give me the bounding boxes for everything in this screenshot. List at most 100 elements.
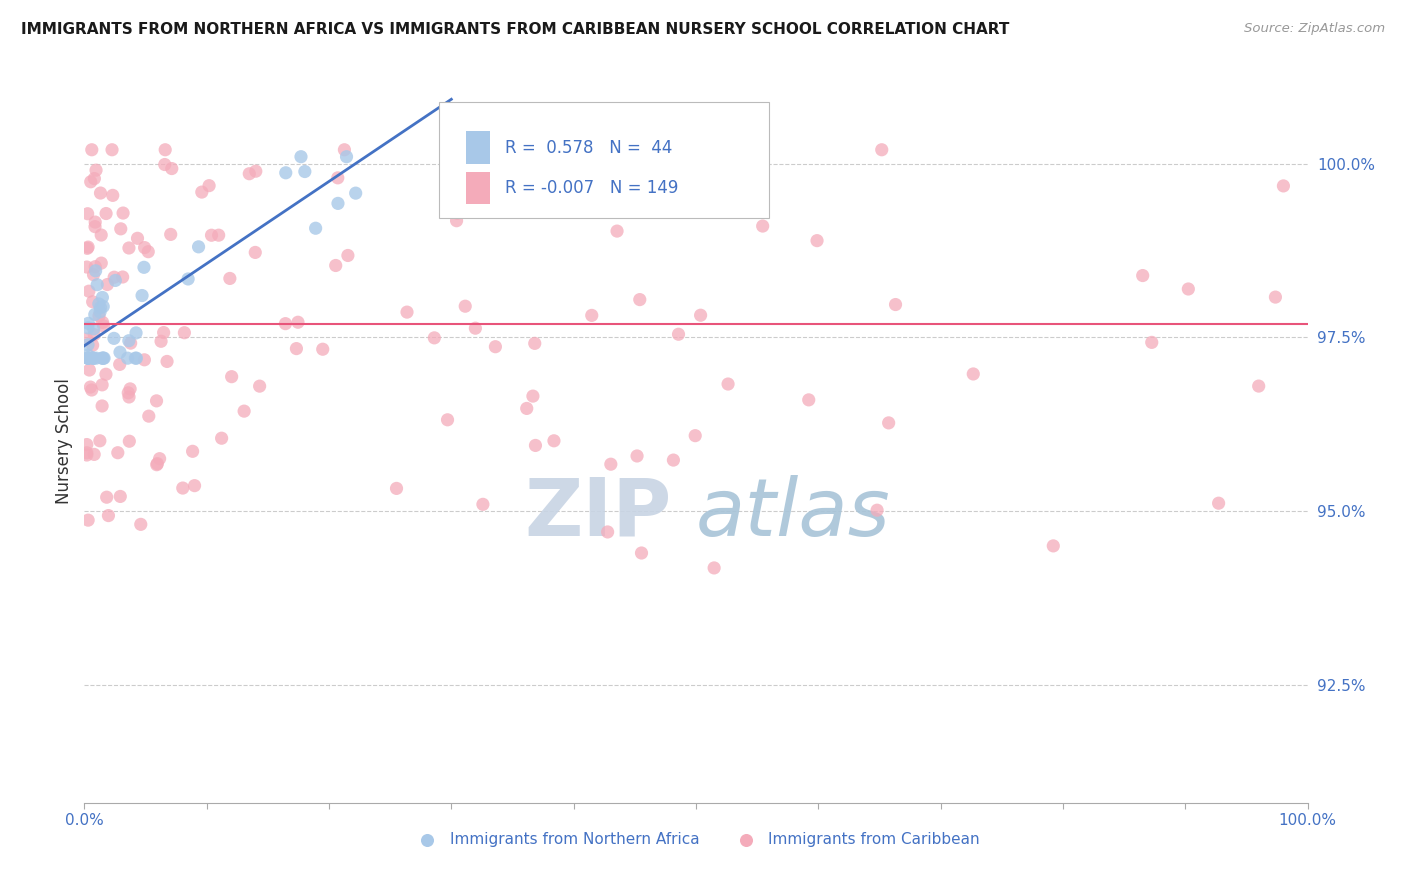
Point xyxy=(187,240,209,254)
Point xyxy=(523,336,546,351)
Text: ZIP: ZIP xyxy=(524,475,672,553)
Point xyxy=(218,271,240,285)
Point xyxy=(131,288,153,302)
Point xyxy=(118,434,141,449)
Point xyxy=(290,150,312,164)
Point xyxy=(304,221,326,235)
Point xyxy=(110,490,132,504)
Point xyxy=(172,481,194,495)
Point xyxy=(76,437,98,451)
Point xyxy=(77,351,100,366)
Point xyxy=(630,546,652,560)
Point xyxy=(1140,335,1163,350)
Point xyxy=(82,294,104,309)
Point xyxy=(94,206,117,220)
Point xyxy=(120,382,142,396)
Point xyxy=(543,434,565,448)
Point xyxy=(93,319,115,334)
Point xyxy=(703,561,725,575)
Y-axis label: Nursery School: Nursery School xyxy=(55,378,73,505)
Point xyxy=(107,446,129,460)
Point xyxy=(127,231,149,245)
Point xyxy=(132,260,155,275)
Point xyxy=(713,143,735,157)
Point xyxy=(751,219,773,233)
Point xyxy=(118,334,141,348)
Point xyxy=(87,297,110,311)
Point xyxy=(208,228,231,243)
Point xyxy=(183,478,205,492)
Point xyxy=(77,348,100,362)
Point xyxy=(655,143,678,157)
Point xyxy=(77,338,100,352)
Point xyxy=(76,332,98,346)
Point xyxy=(155,143,177,157)
Point xyxy=(484,340,506,354)
Point xyxy=(83,308,105,322)
Point xyxy=(181,444,204,458)
Point xyxy=(125,351,148,366)
Point xyxy=(160,161,183,176)
Point xyxy=(423,331,446,345)
Point xyxy=(446,213,468,227)
Point xyxy=(385,482,408,496)
Point xyxy=(103,331,125,345)
Point xyxy=(103,270,125,285)
Point xyxy=(962,367,984,381)
Point xyxy=(134,352,156,367)
Point xyxy=(717,377,740,392)
Point xyxy=(104,273,127,287)
Point xyxy=(77,351,100,366)
Point xyxy=(1272,178,1295,193)
Point xyxy=(333,143,356,157)
Point xyxy=(89,186,111,200)
Point xyxy=(697,143,720,157)
Point xyxy=(454,299,477,313)
Point xyxy=(77,321,100,335)
Point xyxy=(676,205,699,219)
Point xyxy=(87,309,110,323)
Point xyxy=(80,143,103,157)
Point xyxy=(198,178,221,193)
Point xyxy=(90,227,112,242)
Point xyxy=(150,334,173,349)
Point xyxy=(91,351,114,366)
Point xyxy=(82,351,104,366)
Point xyxy=(90,301,112,315)
Point xyxy=(84,351,107,366)
Point xyxy=(524,438,547,452)
Point xyxy=(84,163,107,178)
Point xyxy=(326,196,349,211)
Text: Source: ZipAtlas.com: Source: ZipAtlas.com xyxy=(1244,22,1385,36)
Point xyxy=(77,351,100,366)
Point xyxy=(683,428,706,442)
Point xyxy=(596,524,619,539)
Text: R = -0.007   N = 149: R = -0.007 N = 149 xyxy=(505,179,679,197)
Point xyxy=(91,290,114,304)
Point xyxy=(1177,282,1199,296)
Point xyxy=(797,392,820,407)
Point xyxy=(118,390,141,404)
Point xyxy=(335,150,357,164)
Point xyxy=(77,240,100,254)
Point xyxy=(249,379,271,393)
Point xyxy=(101,188,124,202)
Point xyxy=(77,316,100,330)
Point xyxy=(636,167,658,181)
Point xyxy=(200,228,222,243)
Point xyxy=(84,264,107,278)
Point xyxy=(325,259,347,273)
Point xyxy=(89,305,111,319)
Point xyxy=(681,143,703,157)
Point xyxy=(884,297,907,311)
Point xyxy=(83,268,105,282)
Point xyxy=(120,336,142,351)
Point xyxy=(111,270,134,285)
Point xyxy=(96,277,118,292)
Point xyxy=(870,143,893,157)
Point xyxy=(76,207,98,221)
Point xyxy=(581,309,603,323)
Point xyxy=(84,215,107,229)
Point xyxy=(395,305,418,319)
FancyBboxPatch shape xyxy=(465,131,491,164)
